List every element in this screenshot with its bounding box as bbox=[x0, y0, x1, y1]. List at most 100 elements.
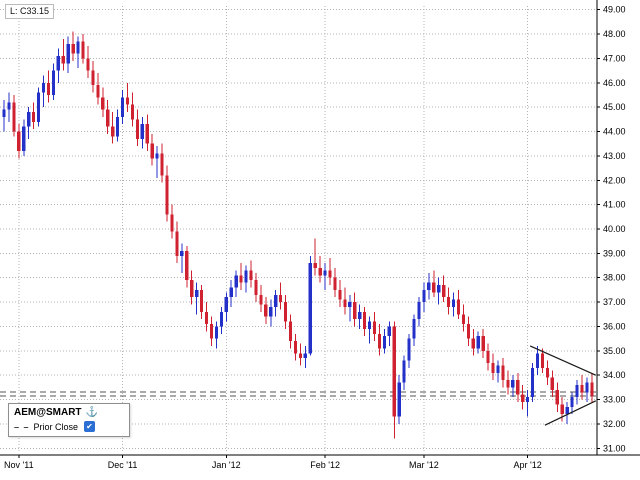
candle-body bbox=[32, 112, 36, 122]
candle-body bbox=[106, 109, 110, 127]
candle-body bbox=[86, 58, 90, 71]
candle-body bbox=[259, 294, 263, 305]
candle-body bbox=[367, 321, 372, 329]
candle-body bbox=[358, 311, 362, 320]
candle-body bbox=[36, 92, 41, 122]
legend-prior-close-row: – – Prior Close ✔ bbox=[14, 421, 124, 432]
candle-body bbox=[550, 377, 554, 390]
candle-body bbox=[269, 306, 273, 317]
candle-body bbox=[486, 350, 490, 364]
candle-body bbox=[135, 119, 139, 139]
candle-body bbox=[209, 324, 214, 339]
trend-line bbox=[544, 400, 597, 426]
y-axis-label: 44.00 bbox=[603, 127, 626, 137]
candle-body bbox=[195, 289, 199, 298]
candle-body bbox=[417, 302, 421, 320]
candle-body bbox=[165, 175, 169, 215]
candle-body bbox=[565, 406, 569, 415]
candle-body bbox=[274, 294, 278, 307]
dashed-line-sample-icon: – – bbox=[14, 421, 30, 432]
y-axis-label: 39.00 bbox=[603, 248, 626, 258]
candle-body bbox=[46, 82, 51, 95]
x-axis-label: Dec '11 bbox=[108, 460, 138, 470]
candle-body bbox=[476, 336, 480, 349]
candle-body bbox=[41, 82, 46, 93]
candle-body bbox=[96, 85, 100, 98]
candle-body bbox=[175, 231, 179, 256]
candle-body bbox=[116, 116, 120, 137]
candle-body bbox=[101, 97, 105, 110]
y-axis-label: 38.00 bbox=[603, 273, 626, 283]
candle-body bbox=[61, 55, 65, 64]
y-axis-label: 33.00 bbox=[603, 395, 626, 405]
candle-body bbox=[264, 304, 268, 317]
candle-body bbox=[76, 41, 80, 54]
candle-body bbox=[293, 341, 298, 354]
candle-body bbox=[353, 302, 357, 320]
candle-body bbox=[432, 282, 436, 293]
candle-body bbox=[7, 102, 11, 110]
candle-body bbox=[120, 97, 125, 117]
candle-body bbox=[71, 43, 75, 54]
candle-body bbox=[397, 382, 401, 417]
candle-body bbox=[422, 289, 426, 303]
y-axis-label: 46.00 bbox=[603, 78, 626, 88]
candle-body bbox=[308, 263, 312, 354]
candle-body bbox=[66, 43, 70, 64]
candle-body bbox=[501, 365, 505, 381]
y-axis-label: 31.00 bbox=[603, 443, 626, 453]
legend-box: AEM@SMART ⚓ – – Prior Close ✔ bbox=[8, 403, 130, 437]
candle-body bbox=[27, 112, 31, 127]
candle-body bbox=[570, 397, 574, 407]
prior-close-checkbox[interactable]: ✔ bbox=[84, 421, 96, 432]
candle-body bbox=[377, 333, 382, 349]
candle-body bbox=[560, 404, 564, 415]
candle-body bbox=[516, 380, 520, 395]
legend-symbol-label: AEM@SMART bbox=[14, 407, 82, 418]
anchor-icon[interactable]: ⚓ bbox=[85, 407, 98, 418]
candle-body bbox=[451, 299, 456, 307]
candle-body bbox=[555, 389, 559, 405]
candle-body bbox=[298, 353, 302, 359]
x-axis-label: Mar '12 bbox=[409, 460, 439, 470]
candle-body bbox=[239, 275, 243, 283]
candle-body bbox=[17, 131, 21, 152]
candle-body bbox=[471, 338, 475, 349]
candle-body bbox=[190, 280, 194, 298]
candle-body bbox=[590, 382, 594, 396]
y-axis-label: 32.00 bbox=[603, 419, 626, 429]
candle-body bbox=[140, 124, 144, 139]
candle-body bbox=[185, 250, 189, 281]
candle-body bbox=[521, 394, 525, 403]
x-axis-label: Nov '11 bbox=[4, 460, 34, 470]
y-axis-label: 48.00 bbox=[603, 29, 626, 39]
candle-body bbox=[229, 287, 233, 298]
candle-body bbox=[540, 353, 545, 368]
legend-symbol-row: AEM@SMART ⚓ bbox=[14, 407, 124, 418]
candle-body bbox=[145, 124, 149, 144]
candle-body bbox=[56, 55, 60, 71]
candle-body bbox=[313, 263, 317, 268]
x-axis-label: Feb '12 bbox=[310, 460, 340, 470]
candle-body bbox=[407, 338, 411, 361]
candle-body bbox=[323, 270, 327, 276]
candle-body bbox=[328, 270, 332, 278]
candle-body bbox=[2, 109, 6, 117]
candle-body bbox=[224, 297, 228, 312]
candle-body bbox=[22, 126, 26, 152]
candle-body bbox=[279, 294, 283, 303]
prior-close-label: Prior Close bbox=[33, 421, 79, 432]
candle-body bbox=[12, 102, 16, 132]
candle-body bbox=[372, 321, 377, 334]
candle-body bbox=[530, 367, 535, 398]
candle-body bbox=[392, 326, 396, 417]
candle-body bbox=[363, 311, 367, 329]
candle-body bbox=[442, 285, 446, 298]
candle-body bbox=[51, 70, 55, 95]
candle-body bbox=[496, 365, 500, 373]
candle-body bbox=[412, 319, 416, 339]
candle-body bbox=[387, 326, 391, 337]
candle-body bbox=[535, 353, 540, 368]
